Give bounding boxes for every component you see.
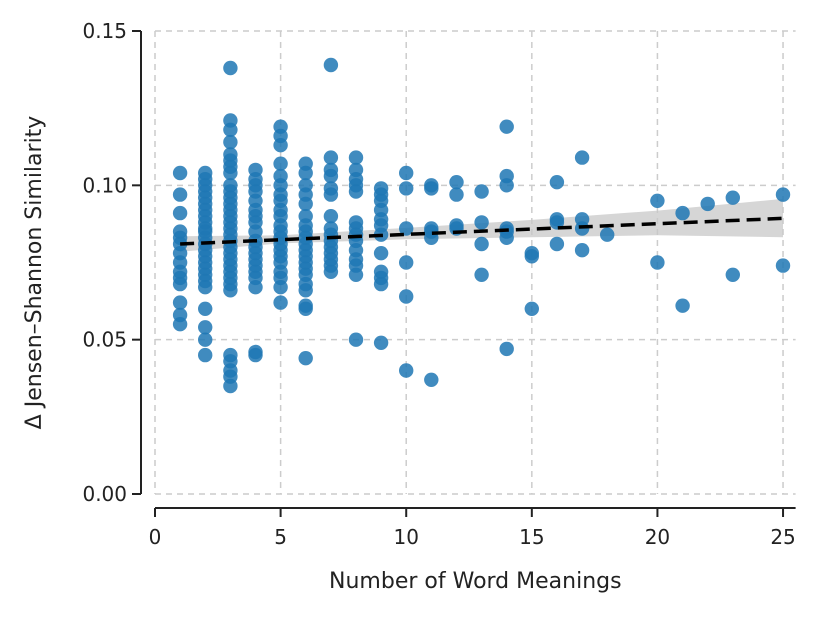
data-point [399, 289, 414, 304]
data-point [298, 196, 313, 212]
data-point [198, 280, 213, 295]
data-point [474, 267, 489, 282]
data-point [399, 221, 414, 236]
data-point [348, 150, 364, 165]
x-tick-label: 10 [393, 525, 418, 549]
data-point [399, 255, 414, 270]
data-point [373, 246, 389, 261]
trend-line [180, 216, 784, 246]
data-point [449, 187, 464, 202]
y-tick-label: 0.00 [82, 482, 127, 506]
data-point [223, 122, 238, 137]
data-point [373, 276, 389, 292]
data-point [650, 255, 665, 270]
axes [140, 31, 796, 509]
data-point [524, 301, 539, 316]
x-tick-label: 15 [519, 525, 544, 549]
data-point [198, 332, 213, 347]
data-point [172, 295, 188, 310]
data-point [273, 156, 288, 171]
data-point [650, 193, 665, 208]
data-point [399, 363, 414, 378]
x-axis-label: Number of Word Meanings [329, 569, 622, 594]
data-point [323, 150, 339, 165]
data-point [223, 283, 238, 298]
data-point [298, 283, 313, 298]
data-point [499, 119, 514, 134]
data-points [172, 57, 791, 394]
data-point [549, 215, 565, 230]
data-point [424, 372, 439, 387]
x-tick-label: 25 [770, 525, 795, 549]
data-point [348, 184, 364, 199]
data-point [323, 57, 339, 73]
data-point [499, 341, 514, 357]
data-point [474, 236, 489, 252]
x-tick-label: 20 [645, 525, 670, 549]
data-point [499, 230, 514, 245]
data-point [248, 280, 263, 295]
data-point [172, 317, 188, 332]
data-point [775, 187, 791, 202]
data-point [198, 347, 213, 363]
data-point [549, 236, 565, 252]
data-point [323, 187, 339, 202]
data-point [424, 181, 439, 196]
regression-line [180, 216, 784, 246]
ticks: 0 5 10 15 20 25 0.00 0.05 0.10 0.15 [82, 19, 795, 549]
data-point [348, 267, 364, 282]
data-point [725, 190, 740, 205]
x-tick-label: 0 [149, 525, 162, 549]
data-point [549, 175, 565, 190]
data-point [449, 175, 464, 190]
data-point [574, 150, 590, 165]
data-point [675, 205, 690, 221]
data-point [323, 264, 339, 279]
data-point [574, 243, 590, 258]
data-point [474, 215, 489, 230]
data-point [223, 60, 238, 76]
data-point [499, 178, 514, 193]
data-point [223, 165, 238, 181]
data-point [399, 165, 414, 181]
data-point [323, 168, 339, 184]
y-axis-label: Δ Jensen–Shannon Similarity [22, 116, 47, 430]
data-point [273, 280, 288, 295]
data-point [273, 138, 288, 153]
data-point [298, 351, 313, 366]
data-point [725, 267, 740, 282]
data-point [775, 258, 791, 273]
data-point [273, 295, 288, 310]
y-tick-label: 0.05 [82, 328, 127, 352]
data-point [172, 165, 188, 181]
data-point [172, 187, 188, 202]
data-point [298, 165, 313, 181]
data-point [323, 209, 339, 224]
data-point [198, 301, 213, 316]
data-point [248, 347, 263, 363]
data-point [348, 332, 364, 347]
data-point [675, 298, 690, 313]
data-point [600, 227, 615, 242]
data-point [223, 378, 238, 394]
y-tick-label: 0.10 [82, 173, 127, 197]
data-point [524, 249, 539, 264]
data-point [298, 301, 313, 316]
data-point [172, 276, 188, 292]
data-point [373, 335, 389, 350]
data-point [172, 205, 188, 221]
data-point [198, 320, 213, 335]
data-point [223, 134, 238, 150]
data-point [399, 181, 414, 196]
data-point [474, 184, 489, 199]
y-tick-label: 0.15 [82, 19, 127, 43]
data-point [700, 196, 715, 212]
x-tick-label: 5 [274, 525, 287, 549]
